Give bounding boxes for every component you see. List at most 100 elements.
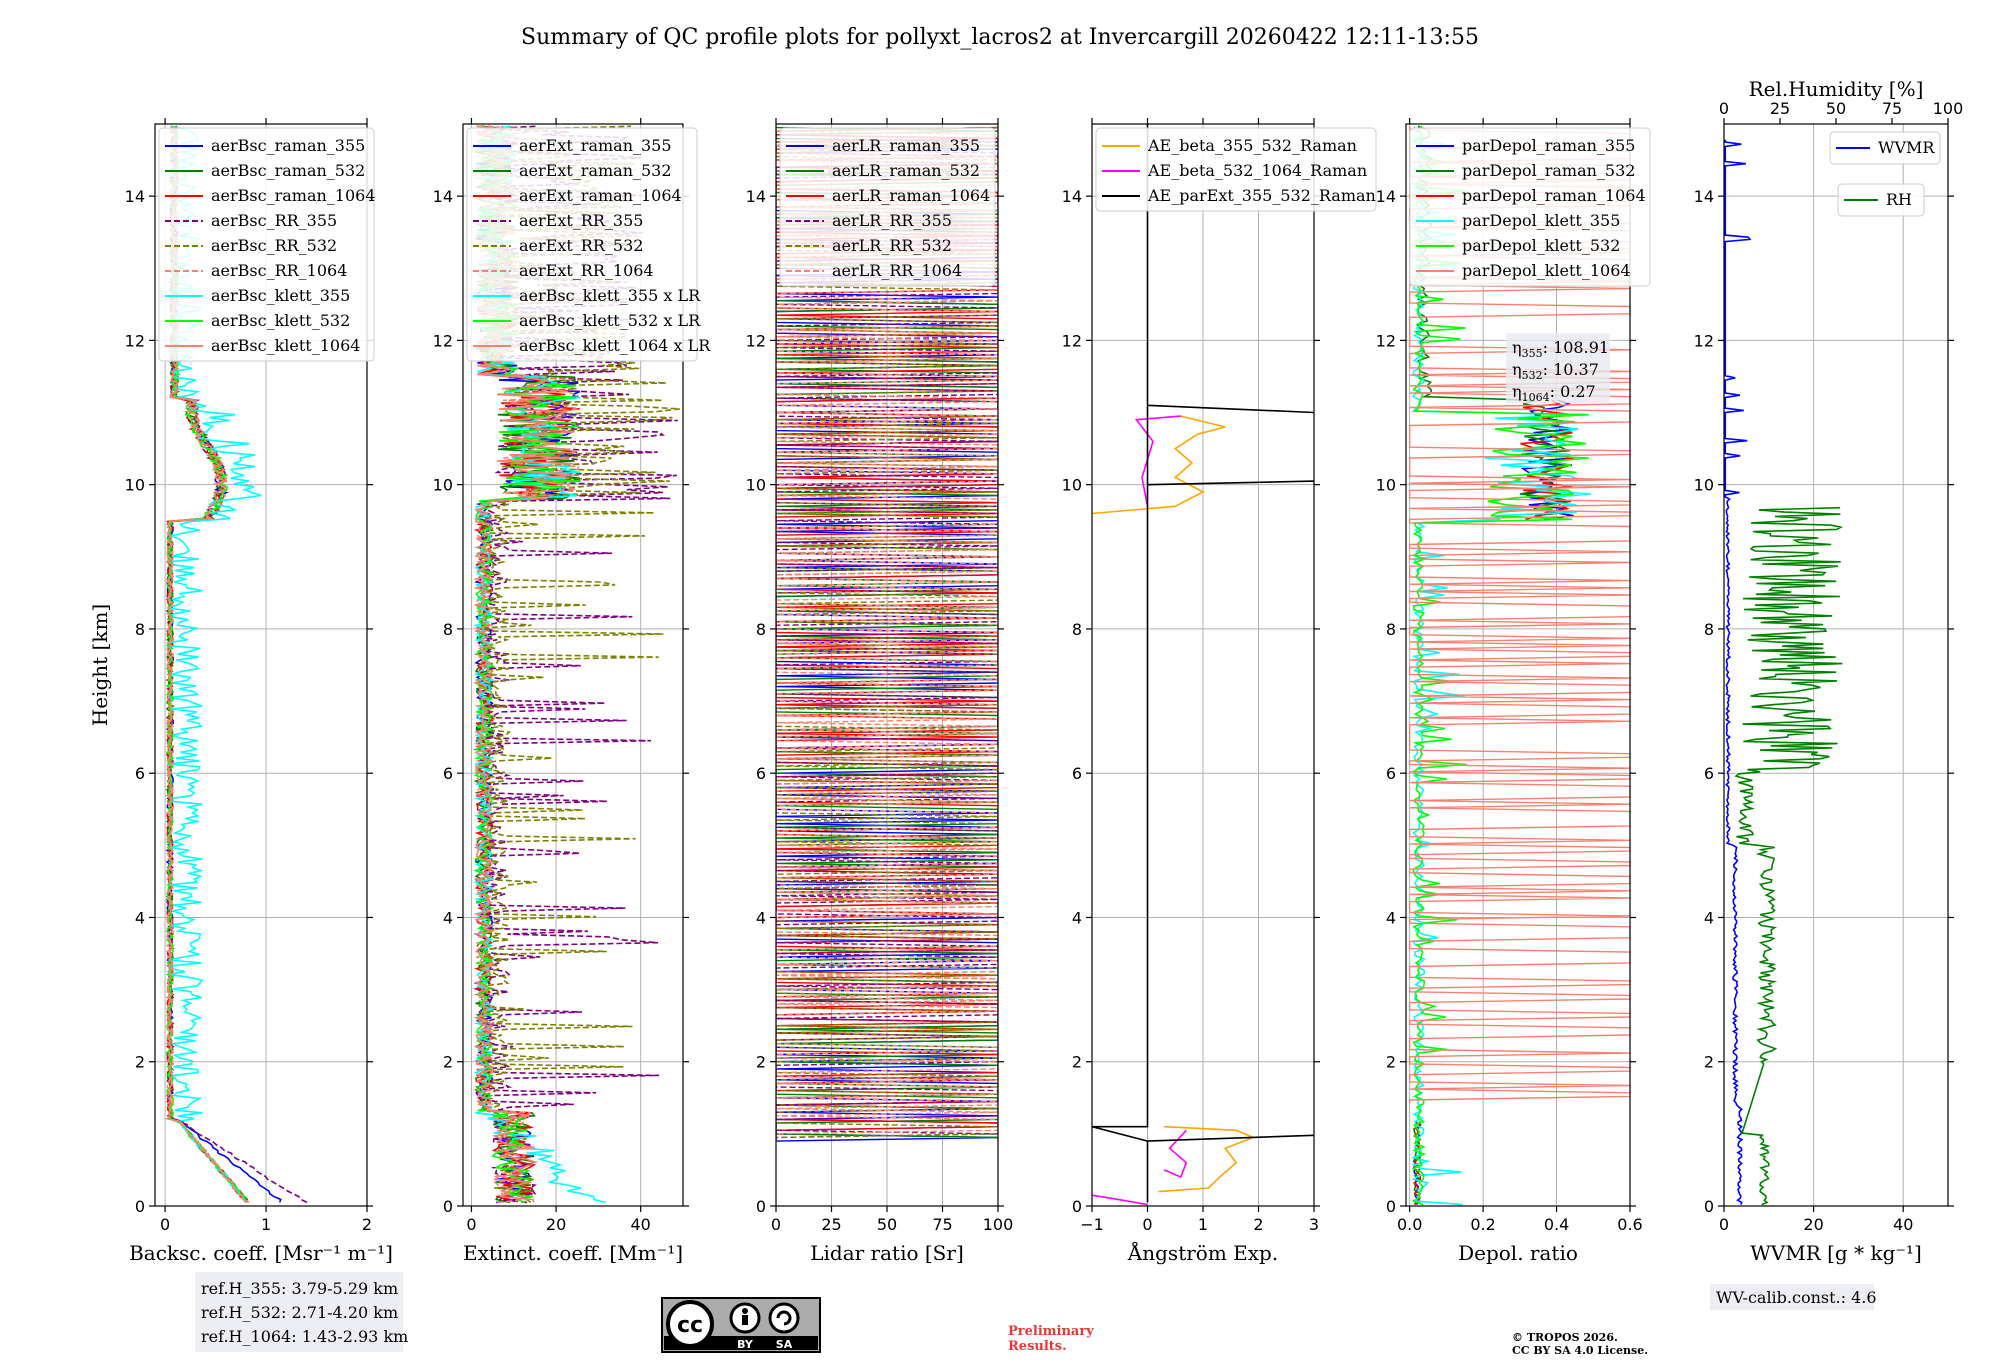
- x-tick-label: 0.6: [1617, 1215, 1642, 1234]
- y-tick-label: 8: [756, 620, 766, 639]
- y-tick-label: 2: [135, 1053, 145, 1072]
- y-tick-label: 4: [443, 908, 453, 927]
- cc-icon-text: cc: [677, 1313, 703, 1338]
- y-tick-label: 4: [135, 908, 145, 927]
- legend-entry: aerBsc_klett_1064 x LR: [519, 336, 711, 355]
- legend-entry: AE_beta_355_532_Raman: [1147, 136, 1357, 155]
- axes-frame: [775, 123, 999, 1207]
- y-tick-label: 4: [1072, 908, 1082, 927]
- panel-5: 0 2 4 6 8 10 12 14 0.0 0.2 0.4 0.6 Depol. ratio parDe…: [1376, 118, 1651, 1265]
- x-tick-label: 0: [1719, 1215, 1729, 1234]
- legend-entry: aerExt_raman_355: [519, 136, 672, 155]
- legend-entry: aerBsc_RR_355: [211, 211, 337, 230]
- y-tick-label: 6: [1072, 764, 1082, 783]
- legend-entry: aerLR_raman_1064: [832, 186, 990, 205]
- x-tick-label: 0: [466, 1215, 476, 1234]
- legend-entry: aerLR_raman_355: [832, 136, 980, 155]
- x-tick-label: 0.4: [1544, 1215, 1569, 1234]
- y-tick-label: 8: [135, 620, 145, 639]
- legend-entry: aerBsc_klett_1064: [211, 336, 360, 355]
- legend-entry: aerLR_raman_532: [832, 161, 980, 180]
- x-tick-label: 1: [261, 1215, 271, 1234]
- legend: [1829, 131, 1941, 165]
- series-line-RH: [1734, 506, 1844, 1206]
- x-tick-label: 75: [932, 1215, 952, 1234]
- x2-tick-label: 100: [1933, 99, 1964, 118]
- y-tick-label: 14: [125, 187, 145, 206]
- x-tick-label: 2: [1253, 1215, 1263, 1234]
- y-tick-label: 10: [1376, 476, 1396, 495]
- y-tick-label: 4: [756, 908, 766, 927]
- eta-line: η532: 10.37: [1512, 360, 1599, 382]
- y-tick-label: 8: [1072, 620, 1082, 639]
- axes-frame: [154, 123, 368, 1207]
- legend-entry: parDepol_klett_532: [1462, 236, 1620, 255]
- x-axis-label: Backsc. coeff. [Msr⁻¹ m⁻¹]: [129, 1241, 393, 1265]
- series-line-parDepol_klett_1064: [1409, 126, 1630, 1104]
- legend-entry: aerExt_RR_1064: [519, 261, 654, 280]
- legend-entry: aerExt_RR_355: [519, 211, 643, 230]
- y-tick-label: 12: [1694, 331, 1714, 350]
- legend: [779, 127, 996, 287]
- legend-entry: AE_beta_532_1064_Raman: [1147, 161, 1367, 180]
- legend-entry: RH: [1886, 190, 1912, 209]
- series-line-aerLR_RR_532: [776, 126, 998, 1142]
- legend: [1095, 127, 1377, 212]
- x-axis-label: Depol. ratio: [1458, 1241, 1578, 1265]
- legend-entry: aerBsc_RR_1064: [211, 261, 347, 280]
- ref-height-1064: ref.H_1064: 1.43-2.93 km: [201, 1327, 408, 1346]
- figure-title: Summary of QC profile plots for pollyxt_…: [521, 25, 1479, 50]
- x-axis-label: WVMR [g * kg⁻¹]: [1750, 1241, 1922, 1265]
- series-line-AE_parExt_355_532_Raman: [1092, 124, 1314, 1203]
- y-tick-label: 14: [746, 187, 766, 206]
- y-tick-label: 0: [1704, 1197, 1714, 1216]
- legend-entry: aerLR_RR_355: [832, 211, 952, 230]
- y-tick-label: 8: [1386, 620, 1396, 639]
- y-tick-label: 6: [135, 764, 145, 783]
- y-tick-label: 14: [1376, 187, 1396, 206]
- y-tick-label: 14: [1694, 187, 1714, 206]
- legend-entry: aerBsc_raman_1064: [211, 186, 376, 205]
- y-tick-label: 2: [1386, 1053, 1396, 1072]
- series-group: [1092, 124, 1314, 1206]
- x-tick-label: 100: [983, 1215, 1014, 1234]
- copyright-line1: © TROPOS 2026.: [1512, 1331, 1618, 1344]
- x-tick-label: −1: [1080, 1215, 1104, 1234]
- x2-tick-label: 75: [1882, 99, 1902, 118]
- y-tick-label: 8: [443, 620, 453, 639]
- x2-tick-label: 50: [1826, 99, 1846, 118]
- preliminary-line2: Results.: [1008, 1339, 1067, 1354]
- y-tick-label: 2: [443, 1053, 453, 1072]
- x2-axis-label: Rel.Humidity [%]: [1749, 77, 1924, 101]
- legend: [1837, 183, 1925, 217]
- legend-entry: WVMR: [1878, 138, 1935, 157]
- axes-frame: [462, 123, 684, 1207]
- y-tick-label: 8: [1704, 620, 1714, 639]
- legend: [1409, 127, 1651, 287]
- legend-entry: aerBsc_RR_532: [211, 236, 337, 255]
- cc-icon: [666, 1300, 714, 1348]
- y-tick-label: 10: [1694, 476, 1714, 495]
- x-tick-label: 0.0: [1397, 1215, 1422, 1234]
- y-tick-label: 12: [746, 331, 766, 350]
- y-tick-label: 12: [1376, 331, 1396, 350]
- axes-frame: [1091, 123, 1315, 1207]
- y-tick-label: 14: [433, 187, 453, 206]
- y-tick-label: 10: [1062, 476, 1082, 495]
- sa-share-icon: [768, 1302, 800, 1334]
- legend-entry: aerLR_RR_532: [832, 236, 952, 255]
- y-tick-label: 0: [756, 1197, 766, 1216]
- x-tick-label: 0: [771, 1215, 781, 1234]
- y-tick-label: 0: [1072, 1197, 1082, 1216]
- x-tick-label: 50: [877, 1215, 897, 1234]
- legend-entry: parDepol_raman_532: [1462, 161, 1635, 180]
- y-axis-label: Height [km]: [88, 604, 112, 726]
- x-tick-label: 2: [362, 1215, 372, 1234]
- series-line-AE_beta_355_532_Raman: [1092, 415, 1256, 1193]
- legend: [466, 127, 698, 362]
- preliminary-line1: Preliminary: [1008, 1324, 1094, 1339]
- y-tick-label: 4: [1386, 908, 1396, 927]
- legend-entry: aerBsc_raman_532: [211, 161, 365, 180]
